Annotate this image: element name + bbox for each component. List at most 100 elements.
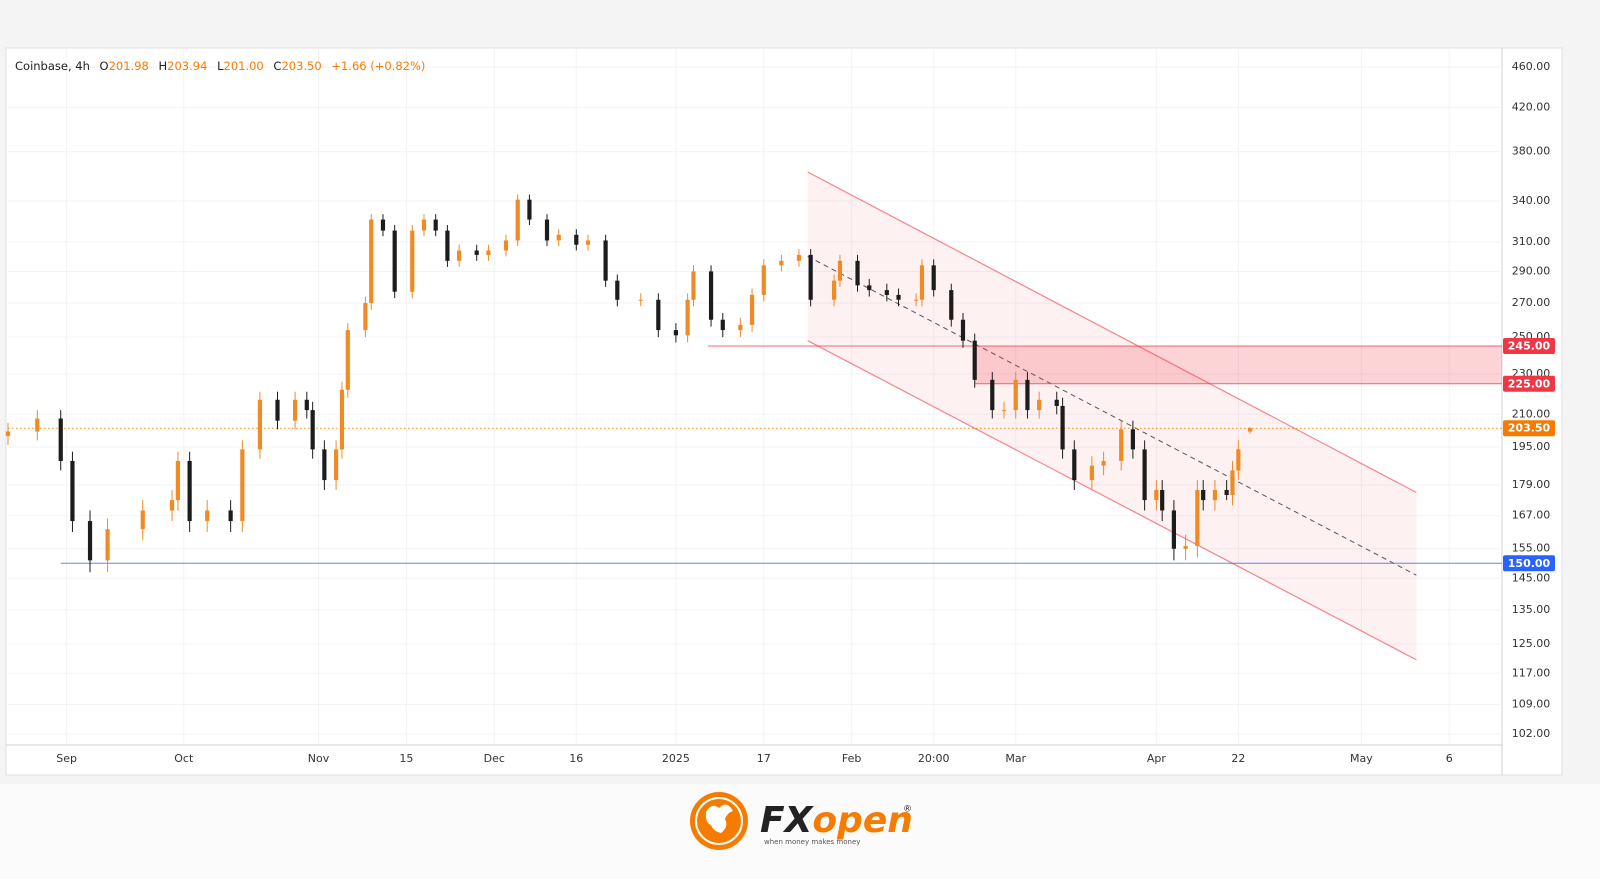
y-tick-label: 117.00 [1512,666,1551,679]
candle-body [1013,379,1018,411]
price-tag [1503,338,1555,355]
candle-body [410,230,415,292]
candle-body [1154,489,1159,501]
candle-body [638,299,643,301]
x-tick-label: 20:00 [918,752,950,765]
candle-body [1130,429,1135,450]
y-tick-label: 290.00 [1512,264,1551,277]
candle-body [685,299,690,336]
candle-body [1201,489,1206,501]
candle-body [322,449,327,481]
candle-body [990,379,995,411]
candle-body [779,260,784,266]
y-tick-label: 420.00 [1512,100,1551,113]
candle-body [275,399,280,421]
symbol: Coinbase, 4h [15,59,90,73]
candle-body [1247,428,1253,432]
axes: 460.00 420.00 380.00 340.00 310.00 290.00 270.… [56,60,1555,765]
candle-body [240,449,245,522]
brand-open: open [812,800,913,841]
price-tag [1503,420,1555,437]
candle-body [949,290,954,320]
key: L [217,59,224,73]
value: 203.94 [167,59,207,73]
candle-body [544,219,550,241]
key: C [273,59,281,73]
x-tick-label: 22 [1231,752,1245,765]
candle-body [1142,449,1147,501]
y-tick-label: 145.00 [1512,571,1551,584]
candle-body [896,294,901,300]
candle-body [339,389,345,450]
key: O [100,59,109,73]
candle-body [527,199,532,220]
y-tick-label: 460.00 [1512,60,1551,73]
candle-body [556,234,561,241]
header: Coinbase, 4h O201.98 H203.94 L201.00 C20… [15,59,425,73]
y-tick-label: 340.00 [1512,194,1551,207]
candle-body [738,324,743,331]
y-tick-label: 310.00 [1512,235,1551,248]
candle-body [175,460,181,501]
candle-body [1060,405,1065,450]
price-tag [1503,375,1555,392]
price-tag-label: 150.00 [1508,557,1551,570]
candle-body [228,510,233,522]
brand-name: FXopen [760,800,913,841]
change: +1.66 (+0.82%) [331,59,425,73]
x-tick-label: May [1350,752,1373,765]
x-tick-label: 17 [757,752,771,765]
candle-body [1171,510,1177,549]
candle-body [333,449,339,481]
brand-reg: ® [903,805,912,815]
y-tick-label: 109.00 [1512,698,1551,711]
candle-body [1160,489,1165,511]
candle-body [1212,489,1218,501]
candle-body [855,260,860,286]
value: 201.00 [224,59,264,73]
x-tick-label: 6 [1446,752,1453,765]
candle-body [1183,545,1188,549]
candle-body [380,219,386,231]
candle-body [363,303,368,331]
y-tick-label: 135.00 [1512,603,1551,616]
candle-body [960,319,966,341]
price-tag-label: 203.50 [1508,422,1551,435]
x-tick-label: 16 [569,752,583,765]
candle-body [656,299,661,331]
price-tag-label: 245.00 [1508,340,1551,353]
candle-body [720,319,725,331]
candle-body [1236,449,1241,471]
candle-body [140,510,145,530]
candle-body [673,330,679,336]
candle-body [1224,489,1229,496]
y-tick-label: 179.00 [1512,478,1551,491]
candle-body [187,460,192,522]
candle-body [457,250,462,261]
y-tick-label: 102.00 [1512,727,1551,740]
candle-body [749,294,755,325]
y-tick-label: 155.00 [1512,542,1551,555]
candle-body [1195,489,1200,546]
channel-lower [807,340,1417,661]
price-tag [1503,555,1555,572]
candle-body [87,521,93,561]
candle-body [1054,399,1059,406]
candle-body [474,250,479,255]
x-tick-label: Mar [1005,752,1026,765]
candle-body [1119,429,1124,461]
candle-body [691,271,696,300]
candle-body [503,240,509,251]
candle-body [1025,379,1030,411]
candle-body [884,290,889,295]
x-tick-label: Apr [1147,752,1167,765]
candle-body [292,399,298,421]
y-tick-label: 195.00 [1512,440,1551,453]
candle-body [837,260,843,281]
x-tick-label: Nov [308,752,330,765]
candle-body [515,199,520,241]
y-tick-label: 270.00 [1512,296,1551,309]
candle-body [392,230,397,292]
price-tag-label: 225.00 [1508,377,1551,390]
